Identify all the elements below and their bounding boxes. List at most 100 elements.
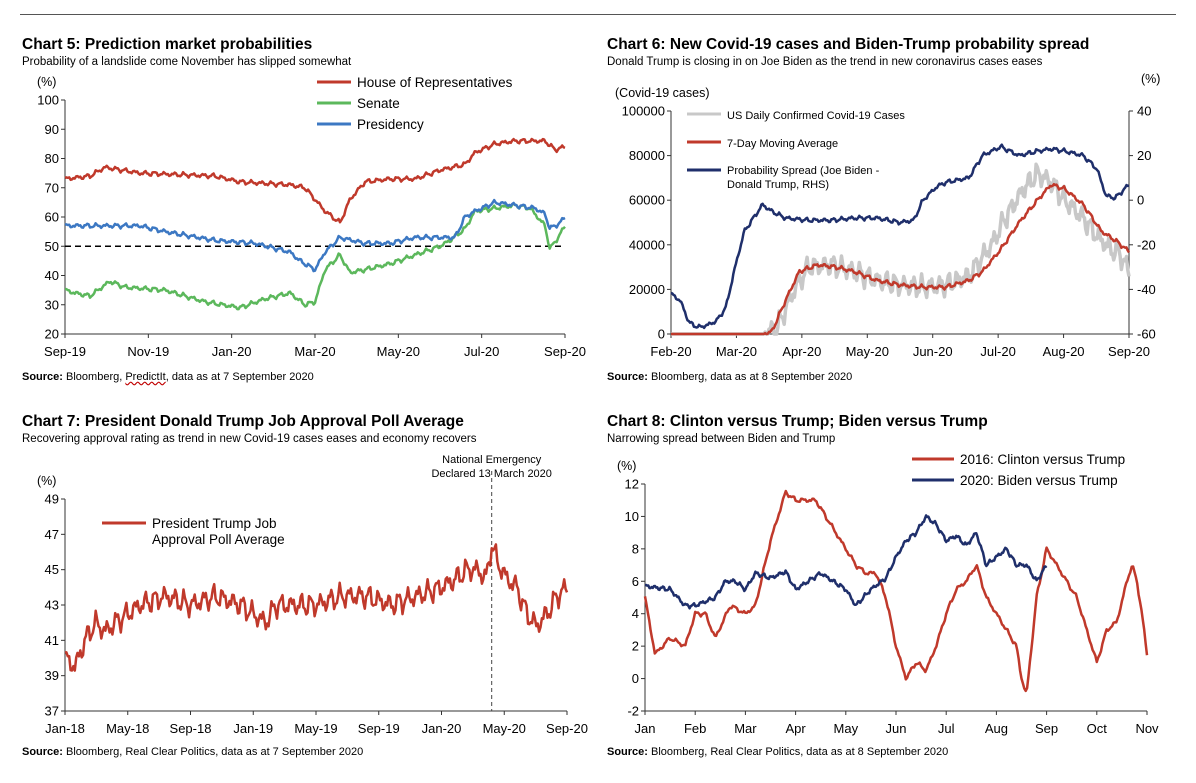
- y2-tick-label: 20: [1137, 148, 1151, 163]
- legend-label: President Trump Job: [152, 516, 277, 531]
- x-tick-label: Sep-19: [358, 721, 400, 736]
- y-tick-label: 6: [632, 574, 639, 589]
- chart-source: Source: Bloomberg, data as at 8 Septembe…: [607, 371, 853, 383]
- y2-tick-label: -60: [1137, 327, 1156, 342]
- y-tick-label: 39: [45, 668, 59, 683]
- annotation-text: National Emergency: [442, 454, 542, 466]
- x-tick-label: Sep-19: [44, 344, 86, 359]
- x-tick-label: Sep-20: [546, 721, 588, 736]
- series-line: [64, 137, 566, 224]
- y2-tick-label: -20: [1137, 237, 1156, 252]
- chart-7-panel: Chart 7: President Donald Trump Job Appr…: [22, 413, 600, 783]
- y-tick-label: 40: [45, 268, 59, 283]
- chart-source: Source: Bloomberg, PredictIt, data as at…: [22, 371, 314, 383]
- y-tick-label: 50: [45, 239, 59, 254]
- y-tick-label: 45: [45, 562, 59, 577]
- y-tick-label: 37: [45, 704, 59, 719]
- chart-title: Chart 6: New Covid-19 cases and Biden-Tr…: [607, 36, 1090, 53]
- x-tick-label: Mar-20: [716, 344, 757, 359]
- x-tick-label: Sep-18: [170, 721, 212, 736]
- y2-tick-label: 40: [1137, 104, 1151, 119]
- x-tick-label: Jan-20: [422, 721, 462, 736]
- chart-5-plot: 100 90 80 70 60 50 40 30 20 (%) Sep-19 Nov-19 Jan-20…: [37, 75, 586, 359]
- legend-label: 2016: Clinton versus Trump: [960, 452, 1125, 467]
- legend-label: US Daily Confirmed Covid-19 Cases: [727, 110, 905, 122]
- x-tick-label: Jul: [938, 721, 955, 736]
- y-tick-label: 43: [45, 598, 59, 613]
- y2-tick-label: -40: [1137, 282, 1156, 297]
- x-tick-label: Jun: [886, 721, 907, 736]
- x-tick-label: Nov: [1135, 721, 1159, 736]
- x-tick-label: Jul-20: [464, 344, 499, 359]
- chart-8-plot: 12 10 8 6 4 2 0 -2 (%) Jan Feb Mar Apr May Jun Jul Aug Se…: [617, 452, 1159, 736]
- y-tick-label: 20: [45, 327, 59, 342]
- x-tick-label: Aug: [985, 721, 1008, 736]
- chart-title: Chart 8: Clinton versus Trump; Biden ver…: [607, 413, 988, 430]
- y-tick-label: 40000: [629, 237, 665, 252]
- x-tick-label: Jun-20: [913, 344, 953, 359]
- chart-subtitle: Recovering approval rating as trend in n…: [22, 433, 477, 445]
- y-tick-label: 8: [632, 541, 639, 556]
- y-tick-label: 80000: [629, 148, 665, 163]
- y-tick-label: 90: [45, 122, 59, 137]
- x-tick-label: Feb-20: [650, 344, 691, 359]
- y-tick-label: 4: [632, 606, 639, 621]
- legend-label: Donald Trump, RHS): [727, 179, 829, 191]
- x-tick-label: May-20: [483, 721, 526, 736]
- series-line: [64, 543, 569, 672]
- y-tick-label: 2: [632, 639, 639, 654]
- chart-subtitle: Probability of a landslide come November…: [22, 56, 352, 68]
- y-tick-label: 49: [45, 492, 59, 507]
- y2-tick-label: 0: [1137, 193, 1144, 208]
- chart-source: Source: Bloomberg, Real Clear Politics, …: [607, 746, 949, 758]
- y-tick-label: 0: [632, 671, 639, 686]
- x-tick-label: Nov-19: [127, 344, 169, 359]
- top-rule: [20, 14, 1176, 15]
- x-tick-label: Jan: [635, 721, 656, 736]
- y-tick-label: 30: [45, 297, 59, 312]
- x-tick-label: Mar: [734, 721, 757, 736]
- legend-label: Probability Spread (Joe Biden -: [727, 165, 880, 177]
- series-line: [644, 514, 1048, 610]
- chart-title: Chart 7: President Donald Trump Job Appr…: [22, 413, 464, 430]
- chart-6-plot: 100000 80000 60000 40000 20000 0 40 20 0 -20 -40 -6…: [615, 72, 1160, 359]
- chart-8-panel: Chart 8: Clinton versus Trump; Biden ver…: [607, 413, 1185, 783]
- y2-axis-label: (%): [1141, 72, 1160, 86]
- series-line: [64, 198, 566, 273]
- chart-6-panel: Chart 6: New Covid-19 cases and Biden-Tr…: [607, 36, 1185, 406]
- x-tick-label: Apr-20: [782, 344, 821, 359]
- y-axis-label: (%): [37, 474, 56, 488]
- y-tick-label: 10: [625, 509, 639, 524]
- x-tick-label: Apr: [785, 721, 806, 736]
- series-line: [64, 202, 566, 311]
- x-tick-label: Feb: [684, 721, 706, 736]
- x-tick-label: Sep: [1035, 721, 1058, 736]
- x-tick-label: Jan-20: [212, 344, 252, 359]
- y-tick-label: 60: [45, 210, 59, 225]
- chart-subtitle: Donald Trump is closing in on Joe Biden …: [607, 56, 1043, 68]
- chart-subtitle: Narrowing spread between Biden and Trump: [607, 433, 836, 445]
- x-tick-label: May-20: [377, 344, 420, 359]
- chart-title: Chart 5: Prediction market probabilities: [22, 36, 313, 53]
- x-tick-label: Aug-20: [1043, 344, 1085, 359]
- x-tick-label: Sep-20: [544, 344, 586, 359]
- y-tick-label: 20000: [629, 282, 665, 297]
- legend-label: Presidency: [357, 117, 424, 132]
- x-tick-label: Sep-20: [1108, 344, 1150, 359]
- y-tick-label: 100000: [622, 104, 665, 119]
- x-tick-label: Oct: [1087, 721, 1108, 736]
- x-tick-label: Jul-20: [980, 344, 1015, 359]
- legend-label: 7-Day Moving Average: [727, 138, 838, 150]
- legend-label: Senate: [357, 96, 400, 111]
- y-axis-label: (%): [37, 75, 56, 89]
- y-tick-label: 47: [45, 527, 59, 542]
- y-tick-label: 41: [45, 633, 59, 648]
- x-tick-label: May-19: [294, 721, 337, 736]
- y-tick-label: 0: [658, 327, 665, 342]
- legend-label: 2020: Biden versus Trump: [960, 473, 1118, 488]
- legend-label: House of Representatives: [357, 75, 513, 90]
- x-tick-label: May-20: [846, 344, 889, 359]
- legend-label: Approval Poll Average: [152, 532, 285, 547]
- x-tick-label: May-18: [106, 721, 149, 736]
- series-line: [643, 489, 1149, 693]
